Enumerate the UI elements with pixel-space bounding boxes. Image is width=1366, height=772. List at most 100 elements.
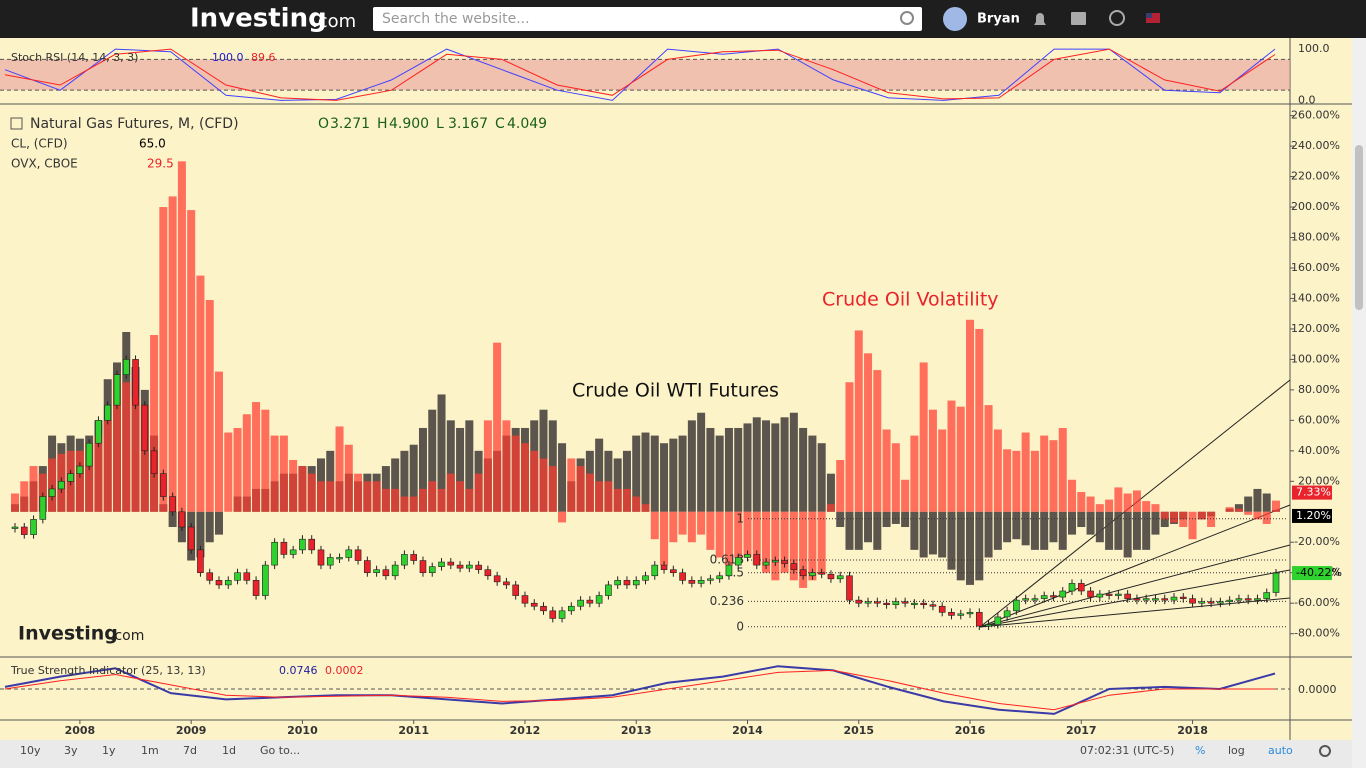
- candle: [58, 481, 65, 490]
- candle: [382, 569, 390, 577]
- candle: [206, 572, 214, 581]
- bar: [576, 466, 585, 512]
- x-tick-label: 2010: [287, 724, 318, 737]
- avatar[interactable]: [943, 7, 967, 31]
- candle: [1040, 595, 1048, 599]
- bar: [669, 438, 678, 512]
- candle: [772, 560, 779, 563]
- bar: [808, 435, 817, 512]
- bar: [1058, 511, 1067, 550]
- bar: [1253, 511, 1262, 520]
- candle: [280, 541, 288, 555]
- range-button[interactable]: 1m: [141, 744, 159, 757]
- bell-icon[interactable]: [1034, 13, 1046, 25]
- bar: [344, 444, 353, 512]
- chart-option[interactable]: auto: [1268, 744, 1293, 757]
- flag-canton: [1146, 13, 1152, 18]
- bar: [687, 420, 696, 512]
- candle: [809, 572, 816, 577]
- bar: [1170, 511, 1179, 523]
- bar: [187, 210, 196, 512]
- bar: [270, 435, 279, 512]
- bar: [381, 488, 390, 512]
- search-placeholder[interactable]: Search the website...: [382, 11, 530, 27]
- range-button[interactable]: 1d: [222, 744, 236, 757]
- watermark-logo: Investing: [18, 623, 118, 645]
- candle: [262, 564, 269, 596]
- bar: [409, 496, 418, 512]
- bar: [20, 481, 29, 512]
- search-box[interactable]: [373, 7, 922, 31]
- bar: [854, 511, 863, 550]
- candle: [1059, 590, 1067, 598]
- bar: [483, 420, 492, 512]
- candle: [558, 610, 566, 619]
- bar: [938, 429, 947, 512]
- bar: [762, 511, 771, 573]
- bar: [789, 412, 798, 512]
- bar: [502, 420, 511, 512]
- bar: [993, 511, 1002, 550]
- bar: [261, 409, 270, 512]
- portfolio-icon[interactable]: [1071, 12, 1086, 25]
- bar: [1068, 479, 1077, 512]
- candle: [855, 599, 863, 604]
- candle: [1235, 598, 1243, 601]
- candle: [252, 580, 260, 596]
- x-tick-label: 2018: [1177, 724, 1208, 737]
- candle: [122, 359, 130, 375]
- candle: [1003, 610, 1011, 618]
- scroll-thumb[interactable]: [1355, 145, 1363, 310]
- candle: [456, 564, 464, 569]
- bar: [975, 328, 984, 512]
- candle: [929, 604, 937, 607]
- candle: [530, 602, 538, 607]
- candle: [846, 575, 853, 601]
- bar: [307, 473, 316, 512]
- bar: [919, 511, 928, 558]
- candle: [243, 572, 251, 581]
- chart-option[interactable]: %: [1195, 744, 1205, 757]
- candle: [169, 496, 176, 513]
- candle: [679, 572, 686, 581]
- range-button[interactable]: Go to...: [260, 744, 300, 757]
- bar: [734, 427, 743, 512]
- indicator-readout: 89.6: [251, 51, 276, 64]
- range-button[interactable]: 3y: [64, 744, 78, 757]
- bar: [956, 511, 965, 581]
- candle: [762, 561, 770, 566]
- bar: [993, 429, 1002, 512]
- bar: [817, 511, 826, 575]
- flag-icon[interactable]: [1146, 13, 1160, 23]
- logo-suffix[interactable]: .com: [312, 11, 356, 32]
- bar: [548, 466, 557, 512]
- bar: [864, 353, 873, 512]
- price-tag-label: 7.33%: [1296, 486, 1331, 499]
- bar: [901, 479, 910, 512]
- chart-option[interactable]: log: [1228, 744, 1245, 757]
- logo[interactable]: Investing: [190, 4, 327, 34]
- candle: [1077, 583, 1085, 592]
- candle: [920, 602, 927, 606]
- bar: [966, 511, 975, 585]
- search-icon[interactable]: [900, 11, 914, 25]
- candle: [1152, 598, 1159, 601]
- y-tick-label: 80.00%: [1298, 383, 1340, 396]
- clock-icon[interactable]: [1109, 10, 1125, 26]
- range-button[interactable]: 7d: [183, 744, 197, 757]
- settings-icon[interactable]: [1319, 745, 1331, 757]
- bar: [660, 511, 669, 566]
- range-button[interactable]: 10y: [20, 744, 41, 757]
- bar: [150, 335, 159, 512]
- bar: [465, 488, 474, 512]
- range-button[interactable]: 1y: [102, 744, 116, 757]
- bar: [771, 423, 780, 512]
- ohlc-value: 3.167: [448, 116, 488, 132]
- user-name[interactable]: Bryan: [977, 12, 1020, 27]
- candle: [132, 359, 139, 406]
- ohlc-value: 4.049: [507, 116, 547, 132]
- bar: [1262, 493, 1271, 512]
- bar: [622, 450, 631, 512]
- bar: [836, 459, 845, 512]
- candle: [716, 575, 723, 580]
